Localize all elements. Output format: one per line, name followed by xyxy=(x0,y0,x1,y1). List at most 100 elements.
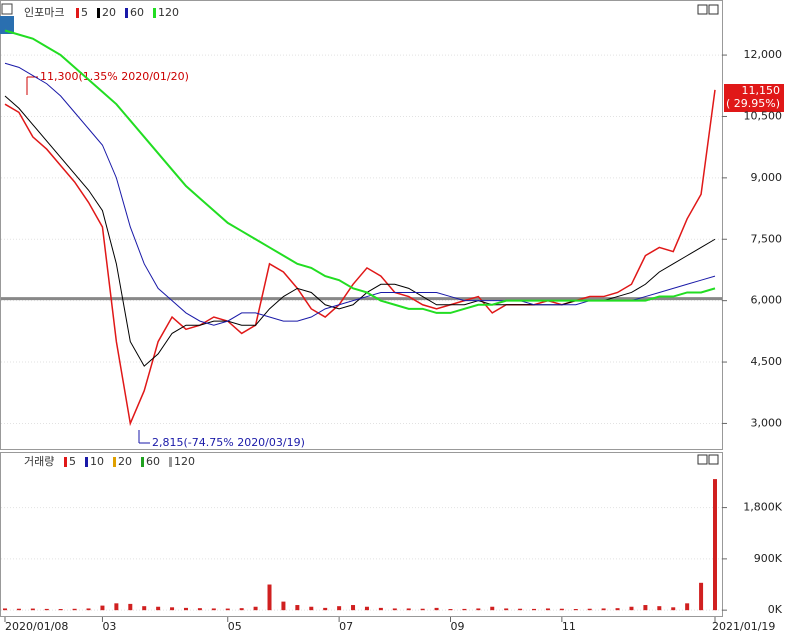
volume-bar xyxy=(685,603,690,611)
panel-title: 거래량 xyxy=(24,455,54,468)
volume-bar xyxy=(197,608,202,611)
volume-bar xyxy=(30,608,35,611)
last-price-box xyxy=(724,84,784,112)
x-tick-label: 03 xyxy=(102,620,116,633)
legend-label: 20 xyxy=(102,6,116,19)
x-tick-label: 2021/01/19 xyxy=(712,620,775,633)
volume-bar xyxy=(156,606,161,611)
volume-bar xyxy=(295,605,300,611)
volume-bar xyxy=(253,606,258,611)
x-tick-label: 09 xyxy=(450,620,464,633)
panel-icon[interactable] xyxy=(1,3,13,15)
y-tick-label: 9,000 xyxy=(751,171,783,184)
legend-label: 20 xyxy=(118,455,132,468)
legend-label: 5 xyxy=(69,455,76,468)
volume-bar xyxy=(309,606,314,611)
legend-swatch xyxy=(97,8,100,18)
price-line xyxy=(4,89,716,427)
y-tick-label: 7,500 xyxy=(751,232,783,245)
y-tick-label: 6,000 xyxy=(751,294,783,307)
y-tick-label: 12,000 xyxy=(744,48,783,61)
last-price: 11,150 xyxy=(742,84,781,97)
volume-bar xyxy=(351,605,356,611)
volume-bar xyxy=(378,607,383,611)
legend-swatch xyxy=(64,457,67,467)
volume-bar xyxy=(239,608,244,611)
volume-bar xyxy=(671,607,676,611)
volume-bar xyxy=(518,608,523,611)
volume-bar xyxy=(86,608,91,611)
legend-label: 120 xyxy=(174,455,195,468)
y-tick-label: 1,800K xyxy=(743,501,782,514)
legend-label: 5 xyxy=(81,6,88,19)
panel-button[interactable] xyxy=(708,4,719,15)
volume-bar xyxy=(657,606,662,611)
last-change: ( 29.95%) xyxy=(726,97,780,110)
legend-swatch xyxy=(76,8,79,18)
panel-button[interactable] xyxy=(697,4,708,15)
volume-bar xyxy=(713,479,717,611)
volume-bar xyxy=(392,608,397,611)
y-tick-label: 900K xyxy=(754,552,783,565)
volume-bar xyxy=(559,608,564,611)
price-panel xyxy=(0,0,723,450)
volume-bar xyxy=(545,608,550,611)
legend-swatch xyxy=(85,457,88,467)
side-tab[interactable] xyxy=(0,16,14,34)
volume-bar xyxy=(128,603,133,611)
x-tick-label: 07 xyxy=(339,620,353,633)
volume-bar xyxy=(211,608,216,611)
legend-swatch xyxy=(113,457,116,467)
volume-bar xyxy=(406,608,411,611)
volume-bar xyxy=(504,608,509,611)
volume-bar xyxy=(601,608,606,611)
x-tick-label: 11 xyxy=(562,620,576,633)
volume-bar xyxy=(420,608,425,611)
y-tick-label: 4,500 xyxy=(751,355,783,368)
panel-button[interactable] xyxy=(708,454,719,465)
volume-bar xyxy=(72,608,77,611)
volume-bar xyxy=(100,605,105,611)
volume-bar xyxy=(643,605,648,611)
legend-label: 60 xyxy=(130,6,144,19)
volume-bar xyxy=(16,608,21,611)
y-tick-label: 3,000 xyxy=(751,416,783,429)
legend-swatch xyxy=(153,8,156,18)
volume-bar xyxy=(44,608,49,611)
volume-bar xyxy=(629,606,634,611)
volume-bar xyxy=(3,608,7,611)
volume-bar xyxy=(323,607,328,611)
volume-bar xyxy=(573,609,578,611)
volume-bar xyxy=(225,608,230,611)
volume-bar xyxy=(699,582,704,611)
legend-label: 10 xyxy=(90,455,104,468)
x-tick-label: 2020/01/08 xyxy=(5,620,68,633)
volume-bar xyxy=(267,584,272,611)
volume-bar xyxy=(58,609,63,611)
volume-bar xyxy=(532,608,537,611)
volume-bar xyxy=(337,606,342,611)
legend-swatch xyxy=(125,8,128,18)
panel-button[interactable] xyxy=(697,454,708,465)
legend-swatch xyxy=(141,457,144,467)
annotation-high: 11,300(1.35% 2020/01/20) xyxy=(40,70,189,83)
volume-bar xyxy=(114,603,119,611)
volume-bar xyxy=(142,606,147,611)
volume-bar xyxy=(587,608,592,611)
panel-title: 인포마크 xyxy=(24,6,64,19)
volume-bar xyxy=(615,608,620,611)
volume-bar xyxy=(490,606,495,611)
legend-label: 60 xyxy=(146,455,160,468)
y-tick-label: 0K xyxy=(768,603,783,616)
volume-bar xyxy=(434,607,439,611)
volume-bar xyxy=(170,607,175,611)
annotation-low: 2,815(-74.75% 2020/03/19) xyxy=(152,436,305,449)
volume-panel xyxy=(0,452,723,617)
volume-bar xyxy=(281,601,286,611)
legend-swatch xyxy=(169,457,172,467)
volume-bar xyxy=(476,608,481,611)
price-line xyxy=(4,29,716,314)
legend-label: 120 xyxy=(158,6,179,19)
x-tick-label: 05 xyxy=(228,620,242,633)
